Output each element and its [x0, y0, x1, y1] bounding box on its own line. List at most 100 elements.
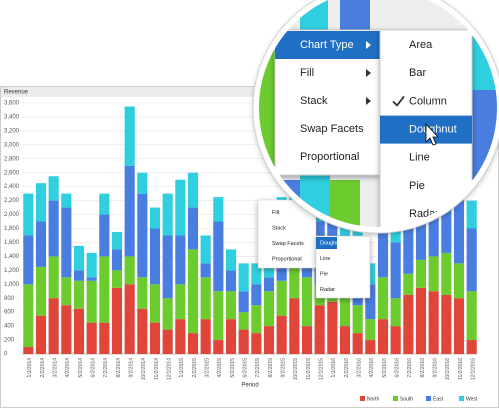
x-tick-label: 1/2/2014	[27, 358, 33, 378]
submenu-item[interactable]: Line	[320, 256, 330, 262]
y-tick-label: 2,200	[4, 198, 20, 204]
bar-segment	[238, 291, 249, 313]
bar-segment	[124, 284, 135, 354]
x-tick-label: 2/2/2014	[40, 358, 46, 378]
bar-segment	[48, 200, 59, 257]
bar-segment	[339, 277, 351, 327]
bar-segment	[263, 277, 275, 292]
x-tick-label: 1/2/2016	[331, 358, 337, 378]
y-tick-label: 1,200	[4, 268, 20, 274]
bar-segment	[48, 256, 59, 299]
bar-segment	[99, 322, 110, 354]
bar-segment	[73, 280, 85, 309]
bar-segment	[213, 291, 224, 341]
submenu-arrow	[366, 69, 371, 77]
x-tick-label: 3/2/2015	[204, 358, 210, 378]
menu-item[interactable]: Stack	[272, 225, 286, 231]
submenu-arrow	[366, 41, 371, 49]
x-tick-label: 5/2/2015	[230, 358, 236, 378]
bar-segment	[61, 277, 72, 306]
bar-segment	[390, 326, 401, 354]
bar-segment	[213, 197, 224, 222]
bar-segment	[162, 193, 173, 236]
x-tick-label: 4/2/2014	[65, 358, 71, 378]
submenu-item[interactable]: Line	[409, 152, 430, 164]
x-tick-label: 4/2/2016	[369, 358, 375, 378]
submenu-item[interactable]: Pie	[320, 271, 328, 277]
submenu-item[interactable]: Area	[409, 39, 433, 51]
bar-segment	[377, 277, 389, 320]
bar-segment	[162, 298, 173, 330]
bar-segment	[35, 315, 47, 354]
bar-segment	[99, 193, 110, 215]
x-tick-label: 1/2/2015	[179, 358, 185, 378]
submenu-item[interactable]: Radar	[320, 287, 335, 293]
submenu-item[interactable]: Doughnut	[320, 240, 344, 246]
bar-segment	[73, 245, 85, 271]
bar-segment	[149, 228, 161, 285]
context-menu: Fill Stack Swap Facets Proportional Doughnut…	[257, 199, 371, 299]
bar-segment	[289, 263, 300, 299]
x-tick-label: 11/2/2014	[154, 358, 160, 380]
menu-item[interactable]: Fill	[272, 210, 279, 216]
submenu-item[interactable]: Column	[409, 95, 447, 107]
legend-swatch	[360, 396, 365, 401]
bar-segment	[111, 249, 123, 271]
y-tick-label: 800	[4, 296, 15, 302]
bar-segment	[466, 340, 477, 354]
x-tick-label: 7/2/2016	[407, 358, 413, 378]
bar-segment	[162, 329, 173, 354]
bar-segment	[111, 287, 123, 354]
bar-segment	[225, 319, 237, 354]
bar-segment	[35, 183, 47, 222]
x-tick-label: 10/2/2014	[141, 358, 147, 380]
bar-segment	[327, 301, 338, 354]
bar-segment	[86, 280, 97, 323]
submenu-item[interactable]: Doughnut	[409, 124, 457, 136]
bar-segment	[314, 305, 325, 354]
submenu-item[interactable]: Pie	[409, 180, 425, 192]
bar-segment	[352, 333, 363, 354]
bar-segment	[251, 305, 262, 334]
y-tick-label: 3,600	[4, 101, 20, 107]
x-tick-label: 10/2/2015	[293, 358, 299, 380]
menu-item[interactable]: Stack	[300, 95, 328, 107]
bar-segment	[23, 235, 34, 285]
menu-item[interactable]: Proportional	[300, 151, 359, 163]
bar-segment	[453, 298, 465, 354]
bar-segment	[365, 340, 376, 354]
menu-item[interactable]: Proportional	[272, 256, 302, 262]
cursor	[425, 122, 439, 146]
x-tick-label: 5/2/2014	[78, 358, 84, 378]
legend-label: West	[466, 396, 478, 402]
legend-swatch	[426, 396, 431, 401]
menu-item[interactable]: Swap Facets	[272, 241, 304, 247]
bar-segment	[213, 340, 224, 354]
menu-item[interactable]: Swap Facets	[300, 123, 364, 135]
bar-segment	[61, 207, 72, 278]
bar-segment	[200, 235, 211, 264]
menu-item[interactable]: Chart Type	[300, 39, 354, 51]
x-tick-label: 6/2/2016	[394, 358, 400, 378]
bar-segment	[137, 193, 148, 278]
bar-segment	[289, 298, 300, 354]
bar-segment	[86, 252, 97, 278]
x-tick-label: 5/2/2016	[382, 358, 388, 378]
menu-highlight	[275, 31, 380, 59]
y-tick-label: 2,800	[4, 156, 20, 162]
y-tick-label: 600	[4, 310, 15, 316]
chart-title: Revenue	[4, 90, 29, 96]
x-tick-label: 8/2/2014	[116, 358, 122, 378]
bar-segment	[187, 172, 199, 208]
x-tick-label: 9/2/2016	[432, 358, 438, 378]
submenu-item[interactable]: Bar	[409, 67, 426, 79]
bar-segment	[35, 221, 47, 267]
y-tick-label: 400	[4, 324, 15, 330]
x-tick-label: 2/2/2016	[344, 358, 350, 378]
bar-segment	[23, 347, 34, 354]
x-tick-label: 7/2/2014	[103, 358, 109, 378]
bar-segment	[124, 256, 135, 285]
x-tick-label: 8/2/2015	[268, 358, 274, 378]
y-tick-label: 1,600	[4, 240, 20, 246]
menu-item[interactable]: Fill	[300, 67, 314, 79]
